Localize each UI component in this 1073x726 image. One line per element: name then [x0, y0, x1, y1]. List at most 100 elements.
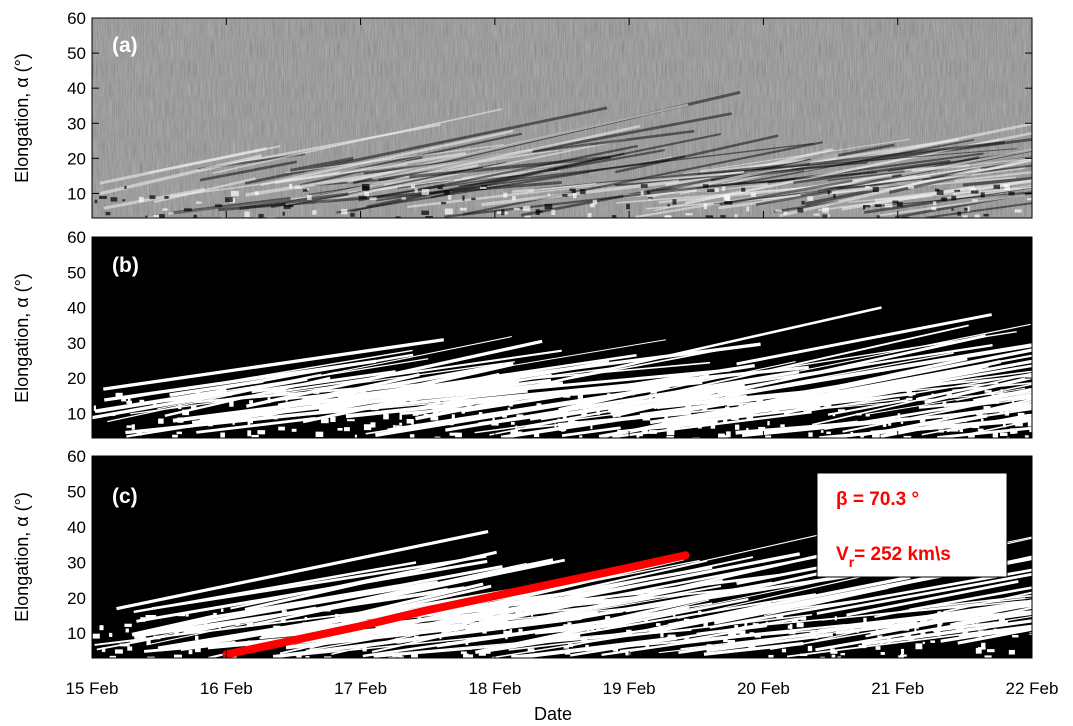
speckle [820, 430, 824, 433]
speckle [746, 415, 754, 421]
speckle [950, 421, 955, 426]
track-streak [285, 124, 641, 206]
speckle [625, 651, 631, 656]
speckle [1014, 209, 1022, 213]
y-tick-label: 20 [67, 589, 86, 608]
speckle [395, 216, 401, 218]
speckle [918, 616, 921, 622]
speckle [448, 195, 452, 200]
speckle [220, 432, 225, 438]
speckle [401, 197, 406, 200]
speckle [114, 649, 123, 654]
panel-c-axis: 10 20 30 40 50 60 [67, 447, 1033, 658]
speckle [443, 390, 450, 396]
speckle [124, 185, 127, 189]
speckle [860, 433, 864, 438]
track-streak [513, 623, 889, 657]
speckle [901, 648, 905, 655]
speckle [862, 205, 866, 210]
track-streak [244, 149, 533, 197]
speckle [229, 401, 234, 407]
speckle [660, 632, 664, 638]
speckle [741, 390, 746, 394]
speckle [414, 188, 418, 193]
speckle [805, 633, 813, 637]
track-streak [644, 390, 805, 409]
speckle [533, 431, 540, 438]
speckle [724, 406, 730, 411]
speckle [980, 418, 984, 422]
x-tick-label: 19 Feb [603, 679, 656, 698]
speckle [304, 616, 308, 621]
speckle [561, 425, 565, 432]
speckle [520, 389, 528, 393]
speckle [380, 629, 387, 635]
panel-b-frame [91, 236, 1033, 439]
speckle [808, 432, 813, 437]
track-streak [467, 584, 722, 632]
track-streak [668, 575, 911, 627]
speckle [410, 184, 416, 189]
speckle [191, 404, 197, 410]
speckle [919, 417, 926, 423]
y-tick-label: 20 [67, 149, 86, 168]
speckle [478, 650, 486, 656]
speckle [739, 630, 746, 636]
speckle [569, 188, 576, 192]
speckle [392, 656, 396, 658]
speckle [446, 642, 452, 645]
panel-b-label: (b) [112, 254, 139, 277]
speckle [731, 414, 739, 421]
speckle [439, 635, 442, 640]
track-streak [706, 633, 834, 653]
speckle [764, 639, 770, 642]
track-streak [673, 630, 737, 644]
speckle [173, 654, 182, 658]
speckle [221, 216, 228, 218]
speckle [383, 393, 387, 400]
speckle [1002, 421, 1006, 428]
speckle [685, 213, 693, 216]
speckle [194, 647, 201, 653]
y-tick-label: 30 [67, 553, 86, 572]
speckle [443, 621, 450, 625]
speckle [563, 394, 571, 398]
speckle [765, 621, 769, 626]
track-streak [290, 156, 354, 172]
speckle [409, 434, 415, 438]
speckle [522, 205, 531, 212]
speckle [568, 419, 576, 424]
panel-b-ylabel: Elongation, α (°) [12, 273, 32, 403]
speckle [186, 395, 194, 402]
speckle [1004, 410, 1010, 416]
track-streak [382, 368, 731, 404]
speckle [611, 215, 617, 218]
speckle [441, 201, 447, 205]
speckle [902, 216, 910, 218]
speckle [977, 428, 984, 431]
speckle [837, 409, 845, 412]
speckle [897, 202, 903, 207]
track-streak [909, 596, 1032, 612]
speckle [666, 636, 674, 641]
speckle [916, 625, 919, 629]
speckle [695, 416, 702, 421]
speckle [775, 209, 782, 212]
speckle [752, 623, 759, 627]
speckle [767, 420, 770, 426]
speckle [876, 626, 879, 633]
speckle [942, 401, 947, 407]
fit-line [222, 551, 690, 659]
y-tick-label: 50 [67, 263, 86, 282]
speckle [347, 419, 355, 422]
speckle [780, 608, 783, 612]
speckle [659, 217, 665, 218]
speckle [444, 190, 450, 195]
speckle [510, 421, 515, 425]
speckle [271, 638, 276, 641]
speckle [279, 632, 285, 636]
speckle [99, 625, 104, 631]
speckle [579, 189, 586, 195]
speckle [289, 183, 293, 189]
track-streak [954, 171, 1032, 183]
